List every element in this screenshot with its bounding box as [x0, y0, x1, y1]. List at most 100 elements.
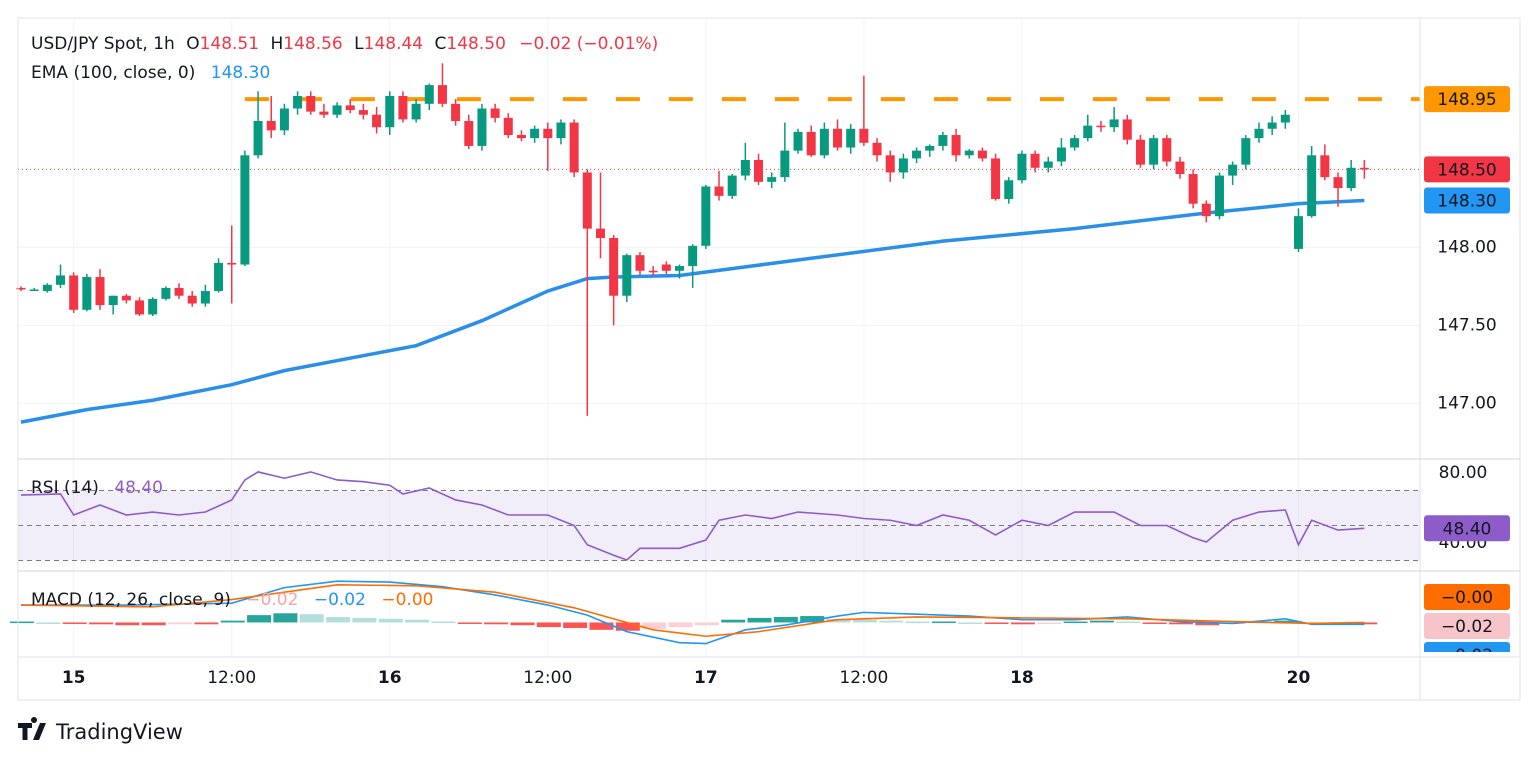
candle-body — [1017, 153, 1027, 181]
histogram-bar — [89, 622, 114, 625]
candle-body — [411, 103, 421, 120]
candle-body — [898, 158, 908, 173]
histogram-bar — [168, 622, 193, 625]
candle-body — [1188, 174, 1198, 204]
y-tick-label: 147.00 — [1437, 393, 1496, 413]
candle-body — [727, 175, 737, 196]
candle-body — [358, 110, 368, 115]
price-tag-label: 148.30 — [1437, 192, 1496, 212]
candle-body — [1228, 164, 1238, 176]
candle-body — [767, 177, 777, 182]
candle-body — [1307, 155, 1317, 217]
candle-body — [530, 128, 540, 139]
histogram-bar — [852, 619, 877, 623]
candle-body — [227, 262, 237, 265]
ema-legend: EMA (100, close, 0) 148.30 — [31, 63, 270, 83]
histogram-bar — [352, 617, 377, 623]
candle-body — [569, 122, 579, 173]
histogram-bar — [1195, 622, 1220, 626]
candle-body — [675, 266, 684, 271]
logo-mark — [18, 716, 46, 740]
rsi-band — [18, 490, 1420, 561]
candle-body — [1083, 125, 1093, 139]
candle-body — [1070, 138, 1080, 148]
brand: TradingView — [55, 720, 183, 744]
histogram-bar — [510, 622, 535, 626]
candle-body — [543, 128, 553, 139]
candle-body — [187, 295, 197, 304]
histogram-bar — [405, 619, 430, 623]
candle-body — [69, 275, 79, 310]
candle-body — [819, 128, 829, 156]
candle-body — [859, 128, 869, 143]
candle-body — [846, 128, 856, 148]
histogram-bar — [984, 622, 1009, 624]
x-tick-label: 16 — [378, 668, 402, 688]
candle-body — [372, 114, 382, 128]
price-tag — [1424, 187, 1510, 214]
candle-body — [161, 287, 171, 299]
price-tag-label: 48.40 — [1443, 519, 1492, 539]
histogram-bar — [1142, 622, 1167, 624]
candle-body — [648, 270, 658, 273]
histogram-bar — [958, 622, 983, 624]
plot: 15 12:00 16 12:00 17 12:00 18 20 147.00 147.50 148… — [10, 63, 1510, 688]
candle-body — [1359, 167, 1369, 170]
histogram-bar — [615, 622, 640, 631]
frame — [17, 17, 1521, 701]
rsi-value: 48.40 — [114, 478, 163, 498]
candle-body — [1135, 139, 1145, 165]
signal-value: −0.00 — [381, 590, 433, 610]
candle-body — [1280, 114, 1290, 123]
rsi-title: RSI (14) — [31, 478, 99, 498]
ema-name: EMA (100, close, 0) — [31, 63, 195, 83]
candle-body — [991, 158, 1001, 199]
histogram-bar — [62, 622, 87, 624]
candle-body — [29, 289, 39, 291]
histogram-bar — [378, 618, 403, 623]
candle-body — [332, 105, 342, 115]
histogram-bar — [1353, 622, 1378, 625]
histogram-bar — [36, 622, 61, 624]
candle-body — [385, 96, 395, 128]
x-tick-label: 12:00 — [207, 668, 256, 688]
candle-body — [977, 150, 987, 159]
candle-body — [806, 131, 816, 156]
candle-body — [1346, 167, 1356, 189]
x-tick-label: 12:00 — [839, 668, 888, 688]
ema-value: 148.30 — [211, 63, 270, 83]
histogram-bar — [273, 613, 298, 623]
price-tag-label: 148.50 — [1437, 160, 1496, 180]
histogram-bar — [931, 621, 956, 624]
candle-body — [1201, 203, 1211, 217]
candle-body — [95, 277, 105, 306]
candle-body — [1293, 216, 1303, 249]
candle-body — [1254, 128, 1264, 139]
candle-body — [108, 295, 118, 306]
macd-tag-label: −0.00 — [1441, 588, 1493, 608]
candle-body — [56, 275, 66, 285]
x-tick-label: 20 — [1287, 668, 1311, 688]
x-tick-label: 18 — [1010, 668, 1034, 688]
candle-body — [556, 122, 566, 139]
candle-body — [833, 128, 843, 148]
histogram-bar — [299, 614, 324, 623]
candle-body — [925, 145, 935, 151]
macd-tag-label: −0.02 — [1441, 646, 1493, 666]
candle-body — [503, 117, 513, 136]
candle-body — [1122, 119, 1132, 140]
histogram-bar — [800, 616, 825, 623]
histogram-bar — [1116, 621, 1141, 624]
histogram-bar — [721, 619, 746, 623]
histogram-bar — [694, 622, 719, 626]
ohlc-value: 148.50 — [446, 34, 505, 54]
candle-body — [754, 159, 764, 182]
histogram-bar — [326, 616, 351, 623]
ohlc-key: O — [186, 34, 199, 54]
candle-body — [714, 186, 724, 196]
candle-body — [266, 120, 276, 131]
candle-body — [1030, 153, 1040, 168]
candle-body — [148, 298, 158, 315]
